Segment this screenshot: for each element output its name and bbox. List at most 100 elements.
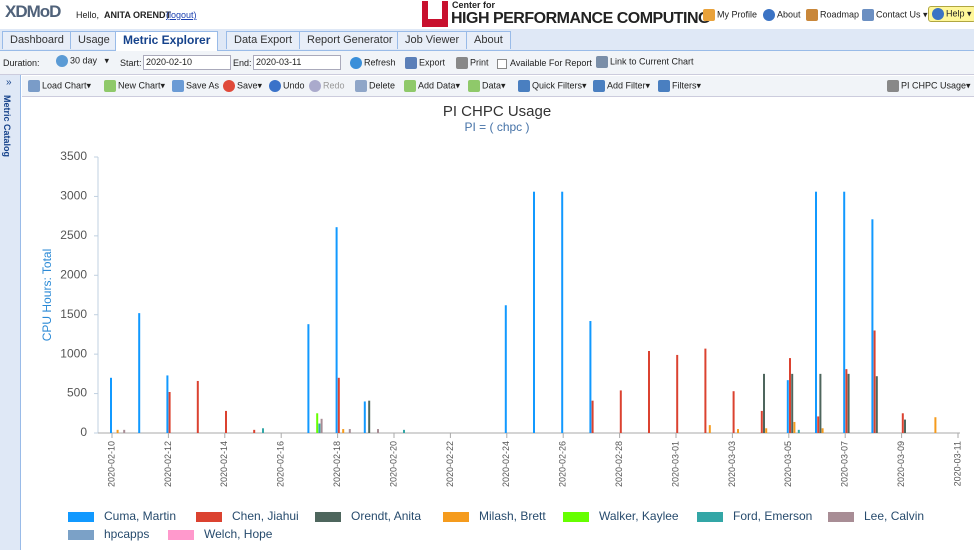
x-tick-label: 2020-03-01 <box>670 441 680 487</box>
bar <box>253 429 256 433</box>
logout-link[interactable]: (logout) <box>166 10 197 20</box>
bar <box>307 324 310 433</box>
side-panel: » Metric Catalog <box>0 75 21 550</box>
legend-swatch <box>168 530 194 540</box>
button-text: Save As <box>186 80 220 91</box>
tab-active[interactable]: Metric Explorer <box>115 31 219 51</box>
y-tick-label: 3000 <box>60 189 87 203</box>
bar <box>138 313 141 433</box>
export-button[interactable]: Export <box>405 57 445 69</box>
bar <box>737 429 739 433</box>
start-label: Start: <box>120 58 142 68</box>
legend-swatch <box>68 512 94 522</box>
end-date-input[interactable]: 2020-03-11 <box>253 55 341 70</box>
bar <box>847 373 850 433</box>
toolbar-button[interactable]: Load Chart▾ <box>28 80 91 92</box>
x-tick-label: 2020-02-26 <box>558 441 568 487</box>
x-tick-label: 2020-02-14 <box>219 441 229 487</box>
toolbar-button[interactable]: Filters▾ <box>658 80 701 92</box>
toolbar-button[interactable]: Add Filter▾ <box>593 80 650 92</box>
bar <box>817 416 820 433</box>
expand-button[interactable]: » <box>6 77 12 88</box>
report-checkbox[interactable]: Available For Report <box>497 58 592 69</box>
bar <box>793 421 796 433</box>
link-text: My Profile <box>717 9 758 20</box>
link-text: Contact Us <box>876 9 921 20</box>
x-tick-label: 2020-02-12 <box>163 441 173 487</box>
y-axis-title: CPU Hours: Total <box>40 249 54 341</box>
tab[interactable]: Data Export <box>226 31 301 49</box>
toolbar-button[interactable]: New Chart▾ <box>104 80 165 92</box>
toolbar-button[interactable]: Data▾ <box>468 80 506 92</box>
toolbar-button[interactable]: Save▾ <box>223 80 262 92</box>
checkbox-text: Available For Report <box>510 58 592 68</box>
toolbar-button[interactable]: Save As <box>172 80 219 92</box>
header-link[interactable]: Roadmap <box>806 9 859 21</box>
bar <box>348 429 351 433</box>
tab[interactable]: Dashboard <box>2 31 72 49</box>
bar <box>533 191 535 433</box>
header-link[interactable]: My Profile <box>703 9 757 21</box>
y-tick-label: 2500 <box>60 228 87 242</box>
legend-swatch <box>315 512 341 522</box>
bar <box>648 350 650 433</box>
help-button[interactable]: Help ▾ <box>928 6 974 22</box>
chart: PI CHPC Usage PI = ( chpc ) CPU Hours: T… <box>40 103 962 541</box>
bar <box>845 369 848 433</box>
chart-menu[interactable]: PI CHPC Usage▾ <box>887 80 971 92</box>
y-tick-label: 0 <box>80 425 87 439</box>
bar <box>901 413 904 433</box>
duration-select[interactable]: 30 day ▾ <box>56 55 109 67</box>
x-tick-label: 2020-03-09 <box>896 441 906 487</box>
bar <box>619 390 622 433</box>
button-text: Print <box>470 57 489 68</box>
link-text: Help <box>946 8 965 19</box>
bar <box>589 321 592 433</box>
toolbar-button[interactable]: Delete <box>355 80 395 92</box>
tab[interactable]: Report Generator <box>299 31 401 49</box>
button-text: Data <box>482 80 502 91</box>
toolbar-button[interactable]: Quick Filters▾ <box>518 80 587 92</box>
bar <box>368 400 371 433</box>
tab[interactable]: Usage <box>70 31 118 49</box>
button-text: Filters <box>672 80 697 91</box>
x-tick-label: 2020-02-22 <box>445 441 455 487</box>
bar <box>377 429 379 433</box>
bar <box>403 429 405 433</box>
legend-label: Walker, Kaylee <box>599 509 679 523</box>
y-tick-label: 1500 <box>60 307 87 321</box>
bar <box>786 380 789 433</box>
logo[interactable]: XDMoD <box>5 2 61 21</box>
duration-toolbar: Duration: 30 day ▾ Start: 2020-02-10 End… <box>0 51 974 75</box>
toolbar-button[interactable]: Add Data▾ <box>404 80 460 92</box>
tab[interactable]: About <box>466 31 511 49</box>
header-link[interactable]: Contact Us ▾ <box>862 9 928 21</box>
bar <box>704 348 707 433</box>
bar <box>337 377 340 433</box>
print-button[interactable]: Print <box>456 57 489 69</box>
toolbar-button[interactable]: Undo <box>269 80 305 92</box>
side-panel-title[interactable]: Metric Catalog <box>2 95 12 158</box>
link-text: Roadmap <box>820 9 860 20</box>
tab-bar: Dashboard Usage Metric Explorer Data Exp… <box>0 29 974 51</box>
link-text: About <box>777 9 801 20</box>
header: XDMoD Hello, ANITA ORENDT (logout) Cente… <box>0 0 974 29</box>
tab[interactable]: Job Viewer <box>397 31 468 49</box>
legend-label: hpcapps <box>104 527 149 541</box>
bar <box>363 401 366 433</box>
x-tick-label: 2020-02-10 <box>106 441 116 487</box>
link-button[interactable]: Link to Current Chart <box>596 56 694 68</box>
start-date-input[interactable]: 2020-02-10 <box>143 55 231 70</box>
bar <box>843 191 846 433</box>
legend-label: Chen, Jiahui <box>232 509 299 523</box>
header-link[interactable]: About <box>763 9 801 21</box>
refresh-button[interactable]: Refresh <box>350 57 396 69</box>
x-tick-label: 2020-03-11 <box>952 441 962 486</box>
legend-label: Welch, Hope <box>204 527 273 541</box>
bar <box>504 305 507 433</box>
bar <box>342 429 345 433</box>
bar <box>262 428 264 433</box>
toolbar-button[interactable]: Redo <box>309 80 345 92</box>
bar <box>732 391 735 433</box>
legend-label: Ford, Emerson <box>733 509 812 523</box>
